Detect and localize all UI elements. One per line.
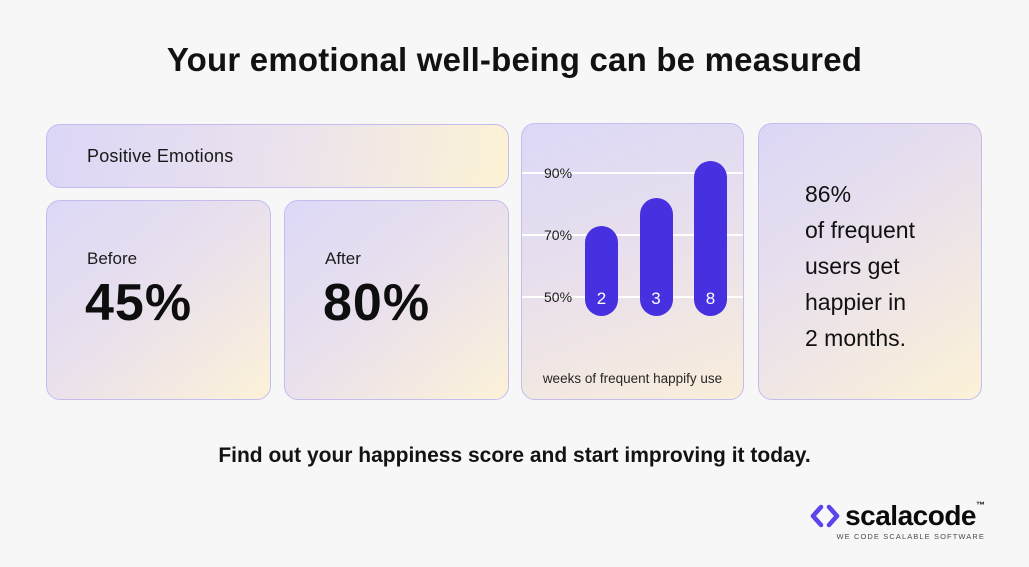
after-card: After 80% [284,200,509,400]
bar-8-weeks: 8 [694,160,727,316]
chart-caption: weeks of frequent happify use [542,371,723,386]
trademark-symbol: ™ [976,500,985,510]
bar-label: 8 [705,288,716,308]
y-tick-label: 50% [544,289,573,305]
logo-tagline: WE CODE SCALABLE SOFTWARE [836,532,985,541]
positive-emotions-label: Positive Emotions [87,145,234,166]
before-label: Before [87,249,138,268]
logo[interactable]: scalacode ™ WE CODE SCALABLE SOFTWARE [808,500,985,541]
y-tick-label: 70% [544,227,573,243]
bar-label: 2 [596,288,607,308]
code-angle-brackets-icon [810,504,840,528]
bar-3-weeks: 3 [639,197,673,316]
highlight-text: 86% of frequent users get happier in 2 m… [805,181,915,351]
gridline [522,172,743,174]
before-value: 45% [85,274,193,332]
highlight-card: 86% of frequent users get happier in 2 m… [758,123,982,400]
after-label: After [325,249,361,268]
logo-name: scalacode [845,500,976,531]
bar-chart-area: 90% 70% 50% 2 3 8 [522,124,743,399]
cta-text: Find out your happiness score and start … [218,444,811,467]
y-tick-label: 90% [544,165,573,181]
before-card: Before 45% [46,200,271,400]
after-value: 80% [323,274,431,332]
positive-emotions-card: Positive Emotions [46,124,509,188]
bar-2-weeks: 2 [585,225,618,316]
logo-row: scalacode ™ [808,500,985,531]
chart-card: 90% 70% 50% 2 3 8 weeks of frequent happify u… [521,123,744,400]
page-title: Your emotional well-being can be measure… [166,41,863,78]
gridline [522,234,743,236]
bar-label: 3 [651,288,661,308]
gridline [522,296,743,298]
